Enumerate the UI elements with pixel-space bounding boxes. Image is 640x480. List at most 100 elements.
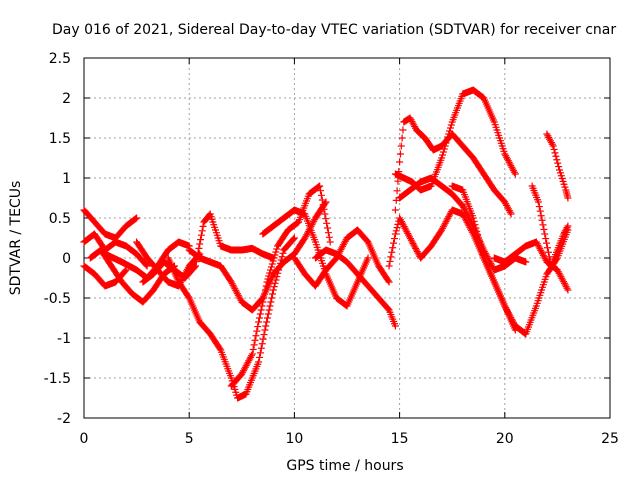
data-point [441, 142, 449, 150]
data-point [250, 341, 258, 349]
data-point [396, 150, 404, 158]
series-track-8 [164, 234, 298, 402]
data-point [265, 272, 273, 280]
data-point [254, 323, 262, 331]
data-point [536, 207, 544, 215]
data-point [196, 240, 204, 248]
data-point [270, 283, 278, 291]
data-point [385, 278, 393, 286]
data-point [266, 302, 274, 310]
data-point [192, 258, 200, 266]
series-track-16 [391, 86, 519, 194]
data-point [385, 262, 393, 270]
data-point [197, 231, 205, 239]
data-point [447, 121, 455, 129]
y-tick-label: -0.5 [44, 291, 71, 307]
data-point [469, 214, 477, 222]
data-point [475, 234, 482, 242]
data-point [442, 139, 450, 147]
data-point [261, 326, 269, 334]
data-point [549, 142, 557, 150]
data-point [543, 244, 551, 252]
data-point [445, 130, 453, 138]
data-point [261, 286, 269, 294]
data-point [392, 227, 400, 235]
data-point [561, 227, 569, 235]
series-track-20 [528, 182, 572, 270]
data-point [320, 205, 328, 213]
data-point [259, 298, 267, 306]
data-point [256, 310, 264, 318]
data-point [393, 187, 401, 195]
data-point [476, 241, 484, 249]
data-point [542, 235, 550, 243]
data-point [253, 327, 261, 335]
data-point [192, 262, 200, 270]
y-tick-label: 0 [62, 251, 71, 267]
x-tick-label: 5 [185, 431, 194, 447]
data-point [444, 133, 452, 141]
data-point [561, 228, 569, 236]
data-point [262, 322, 270, 330]
data-point [537, 212, 545, 220]
data-point [555, 163, 563, 171]
data-point [477, 244, 485, 252]
data-point [543, 239, 551, 247]
data-point [397, 142, 405, 150]
data-point [267, 298, 275, 306]
data-point [507, 210, 515, 218]
data-point [257, 344, 265, 352]
data-point [414, 249, 422, 257]
data-point [412, 246, 420, 254]
data-point [511, 170, 519, 178]
data-point [258, 302, 266, 310]
data-point [191, 263, 199, 271]
data-point [324, 229, 332, 237]
data-point [440, 145, 448, 153]
data-point [522, 258, 530, 266]
data-point [260, 294, 268, 302]
data-point [321, 210, 329, 218]
data-point [398, 134, 406, 142]
data-point [411, 243, 419, 251]
series-track-1 [80, 206, 141, 242]
y-tick-label: -1.5 [44, 371, 71, 387]
grid [84, 58, 610, 418]
data-point [439, 151, 447, 159]
data-point [269, 290, 277, 298]
data-point [470, 217, 478, 225]
data-point [267, 263, 275, 271]
data-point [272, 248, 280, 256]
data-point [412, 244, 420, 252]
data-point [263, 318, 271, 326]
data-point [143, 262, 151, 270]
data-point [390, 239, 398, 247]
data-point [195, 244, 203, 252]
data-point [273, 273, 281, 281]
data-points [80, 86, 572, 402]
data-point [446, 127, 454, 135]
data-point [540, 225, 548, 233]
data-point [510, 168, 518, 176]
data-point [121, 267, 129, 275]
y-tick-label: -2 [57, 411, 71, 427]
data-point [475, 237, 483, 245]
data-point [391, 206, 399, 214]
data-point [324, 224, 332, 232]
data-point [133, 214, 141, 222]
data-point [278, 253, 286, 261]
plot-frame [83, 57, 611, 419]
data-point [273, 245, 281, 253]
data-point [408, 238, 416, 246]
data-point [409, 240, 417, 248]
data-point [551, 149, 559, 157]
data-point [391, 322, 399, 330]
data-point [364, 254, 372, 262]
data-point [255, 314, 263, 322]
data-point [268, 260, 276, 268]
data-point [544, 248, 552, 256]
data-point [535, 203, 543, 211]
y-tick-label: 1.5 [49, 131, 71, 147]
x-axis-label: GPS time / hours [286, 458, 403, 474]
data-point [265, 306, 273, 314]
